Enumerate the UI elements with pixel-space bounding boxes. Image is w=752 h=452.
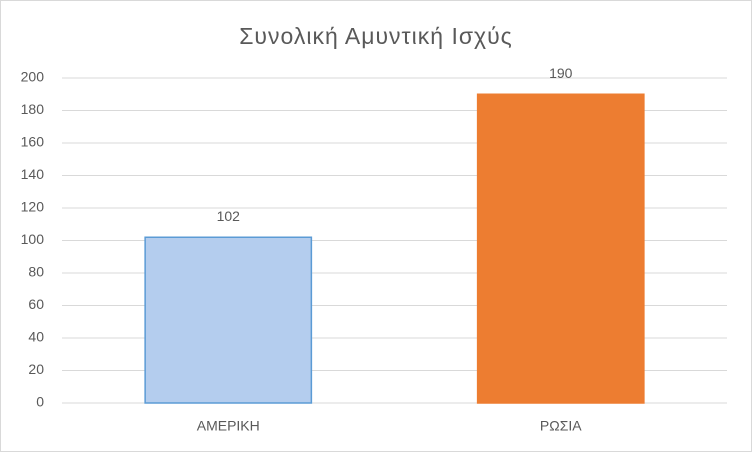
y-tick-label: 140 bbox=[21, 166, 45, 182]
y-tick-label: 100 bbox=[21, 231, 45, 247]
x-tick-label: ΡΩΣΙΑ bbox=[540, 418, 582, 434]
x-tick-label: ΑΜΕΡΙΚΗ bbox=[197, 418, 260, 434]
y-tick-label: 80 bbox=[28, 264, 44, 280]
chart-title: Συνολική Αμυντική Ισχύς bbox=[239, 23, 513, 49]
bar bbox=[476, 93, 645, 404]
y-tick-label: 200 bbox=[21, 69, 45, 85]
y-tick-label: 0 bbox=[36, 394, 44, 410]
bar bbox=[144, 236, 313, 404]
y-tick-label: 180 bbox=[21, 101, 45, 117]
y-tick-label: 20 bbox=[28, 361, 44, 377]
y-tick-label: 160 bbox=[21, 134, 45, 150]
data-label: 190 bbox=[549, 65, 573, 81]
y-tick-label: 60 bbox=[28, 296, 44, 312]
data-label: 102 bbox=[217, 208, 241, 224]
y-tick-label: 40 bbox=[28, 329, 44, 345]
y-tick-label: 120 bbox=[21, 199, 45, 215]
